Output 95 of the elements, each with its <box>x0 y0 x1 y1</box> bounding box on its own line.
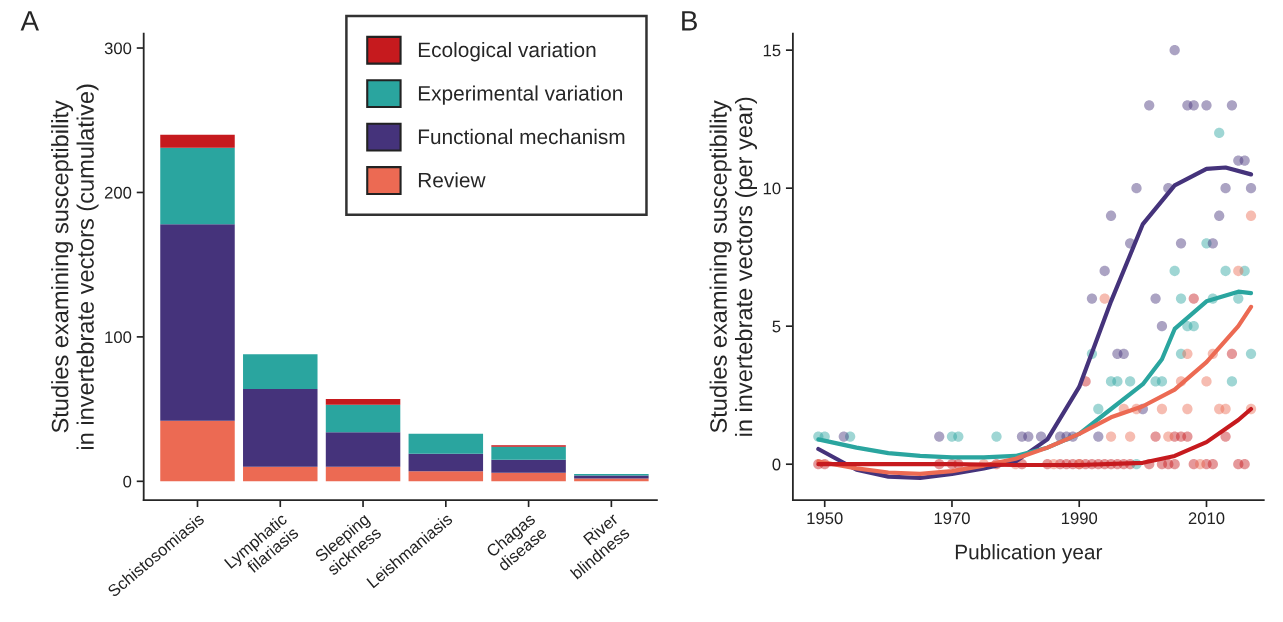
y-tick-label: 5 <box>772 320 781 333</box>
bar <box>325 466 401 482</box>
point <box>1099 293 1110 304</box>
point <box>1086 293 1098 304</box>
bar <box>325 404 401 433</box>
point <box>1118 348 1129 359</box>
point <box>1233 265 1244 277</box>
y-tick-label: 15 <box>763 44 781 57</box>
point <box>1194 459 1206 470</box>
point <box>1105 210 1117 221</box>
point <box>1182 348 1193 359</box>
point <box>1207 238 1218 249</box>
point <box>1169 45 1180 56</box>
chart-title: B <box>682 11 697 31</box>
bar <box>408 453 484 472</box>
point <box>953 431 964 442</box>
point <box>1093 403 1104 415</box>
legend-label: Experimental variation <box>418 85 622 105</box>
point <box>1220 403 1231 415</box>
point <box>1239 155 1250 166</box>
point <box>1220 431 1231 442</box>
y-tick-label: 10 <box>763 182 781 195</box>
bar <box>243 388 318 467</box>
point <box>1201 100 1212 111</box>
y-tick-label: 0 <box>123 475 132 488</box>
y-axis-title: Studies examining susceptibility in invertebrate vectors (cumulative) <box>51 84 99 449</box>
chart-title: A <box>20 11 39 31</box>
point <box>1201 376 1212 387</box>
point <box>1214 127 1225 139</box>
point <box>991 431 1002 442</box>
point <box>1035 431 1047 442</box>
point <box>1175 293 1187 304</box>
x-axis-title: Publication year <box>955 544 1103 564</box>
point <box>1245 210 1257 221</box>
bar <box>408 471 484 482</box>
y-axis-title: Studies examining susceptibility in invertebrate vectors (per year) <box>709 97 757 436</box>
point <box>1220 265 1231 277</box>
point <box>1163 431 1174 442</box>
point <box>1182 431 1193 442</box>
x-tick-label: 2010 <box>1188 512 1225 525</box>
point <box>1207 459 1218 470</box>
point <box>1226 376 1238 387</box>
point <box>1169 265 1180 277</box>
bar <box>160 420 235 482</box>
point <box>1124 376 1136 387</box>
point <box>1144 100 1155 111</box>
point <box>1023 431 1034 442</box>
bar <box>160 224 235 421</box>
bar <box>243 354 318 389</box>
bar <box>408 433 484 454</box>
point <box>1124 431 1136 442</box>
point <box>1175 238 1187 249</box>
point <box>1169 459 1180 470</box>
legend-label: Review <box>418 172 486 188</box>
point <box>1226 100 1238 111</box>
point <box>1220 183 1231 194</box>
bar <box>491 459 566 473</box>
point <box>1131 183 1142 194</box>
legend-label: Functional mechanism <box>418 128 625 145</box>
point <box>1182 403 1193 415</box>
point <box>1245 348 1257 359</box>
point <box>1188 321 1199 332</box>
point <box>1156 321 1168 332</box>
bar <box>160 147 235 225</box>
y-tick-label: 300 <box>104 42 132 55</box>
point <box>838 431 849 442</box>
point <box>1214 210 1225 221</box>
bar <box>325 398 401 405</box>
point <box>1245 183 1257 194</box>
x-tick-label: 1950 <box>807 512 843 525</box>
bar <box>325 432 401 467</box>
point <box>1239 459 1250 470</box>
x-tick-label: 1970 <box>934 512 970 525</box>
legend-label: Ecological variation <box>418 41 596 62</box>
x-tick-label: 1990 <box>1061 512 1098 525</box>
point <box>1188 293 1199 304</box>
point <box>1150 431 1161 442</box>
point <box>1233 293 1244 304</box>
point <box>1156 403 1168 415</box>
y-tick-label: 0 <box>772 458 781 471</box>
point <box>1226 348 1238 359</box>
bar <box>491 446 566 460</box>
point <box>1112 376 1123 387</box>
point <box>934 431 945 442</box>
point <box>1093 431 1104 442</box>
point <box>1150 293 1161 304</box>
bar <box>491 472 566 482</box>
bar <box>160 134 235 148</box>
y-tick-label: 100 <box>105 331 132 344</box>
point <box>1099 265 1110 277</box>
point <box>1105 431 1117 442</box>
point <box>1188 100 1199 111</box>
bar <box>243 466 318 482</box>
point <box>1156 376 1168 387</box>
y-tick-label: 200 <box>104 186 132 199</box>
